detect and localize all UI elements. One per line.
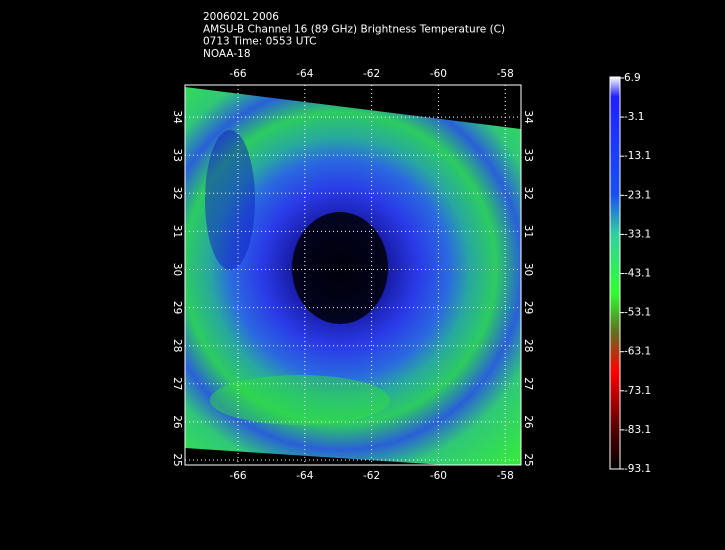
lat-label-right: 33	[522, 149, 534, 162]
lat-label-left: 31	[171, 225, 183, 238]
colorbar	[609, 76, 621, 470]
lat-label-right: 30	[522, 263, 534, 276]
lat-label-left: 34	[171, 110, 183, 124]
lat-label-left: 30	[171, 263, 183, 276]
lat-label-left: 29	[171, 301, 183, 314]
header-line: AMSU-B Channel 16 (89 GHz) Brightness Te…	[203, 23, 505, 35]
imagery	[185, 87, 521, 465]
cloud-band	[205, 130, 255, 270]
lat-label-right: 25	[522, 453, 534, 466]
storm-eye	[292, 212, 388, 324]
lon-label-bottom: -58	[497, 470, 514, 482]
lon-label-bottom: -66	[229, 470, 246, 482]
lat-label-right: 27	[522, 377, 534, 390]
colorbar-label: -83.1	[624, 424, 651, 436]
lon-label-top: -62	[363, 68, 380, 80]
header-line: NOAA-18	[203, 48, 251, 60]
lat-label-right: 32	[522, 187, 534, 200]
map-frame	[184, 84, 522, 466]
cloud-band	[210, 375, 390, 425]
colorbar-label: -43.1	[624, 268, 651, 280]
lat-label-right: 34	[522, 110, 534, 124]
colorbar-label: 6.9	[624, 72, 641, 84]
lat-label-left: 33	[171, 149, 183, 162]
colorbar-label: -53.1	[624, 307, 651, 319]
lat-label-right: 28	[522, 339, 534, 352]
lon-label-top: -60	[430, 68, 447, 80]
lat-label-left: 32	[171, 187, 183, 200]
lat-label-right: 29	[522, 301, 534, 314]
lat-label-right: 26	[522, 415, 534, 429]
colorbar-label: -13.1	[624, 150, 651, 162]
colorbar-label: -73.1	[624, 385, 651, 397]
lat-label-left: 26	[171, 415, 183, 429]
axis-labels: -66 -66 -64 -64 -62 -62 -60 -60 -58 -58 25 25 26 26 27…	[171, 68, 534, 482]
lon-label-top: -64	[296, 68, 313, 80]
lon-label-top: -58	[497, 68, 514, 80]
colorbar-label: -3.1	[624, 111, 645, 123]
lat-label-left: 27	[171, 377, 183, 390]
colorbar-labels: 6.9 -3.1 -13.1 -23.1 -33.1 -43.1 -53.1 -63.1 -73…	[620, 72, 651, 475]
lon-label-bottom: -62	[363, 470, 380, 482]
lat-label-left: 25	[171, 453, 183, 466]
lat-label-left: 28	[171, 339, 183, 352]
colorbar-label: -33.1	[624, 228, 651, 240]
colorbar-label: -23.1	[624, 189, 651, 201]
colorbar-label: -63.1	[624, 346, 651, 358]
lon-label-bottom: -60	[430, 470, 447, 482]
lat-label-right: 31	[522, 225, 534, 238]
lon-label-top: -66	[229, 68, 246, 80]
graticule	[185, 85, 521, 465]
colorbar-label: -93.1	[624, 463, 651, 475]
lon-label-bottom: -64	[296, 470, 313, 482]
header-line: 0713 Time: 0553 UTC	[203, 36, 317, 48]
header-line: 200602L 2006	[203, 11, 279, 23]
